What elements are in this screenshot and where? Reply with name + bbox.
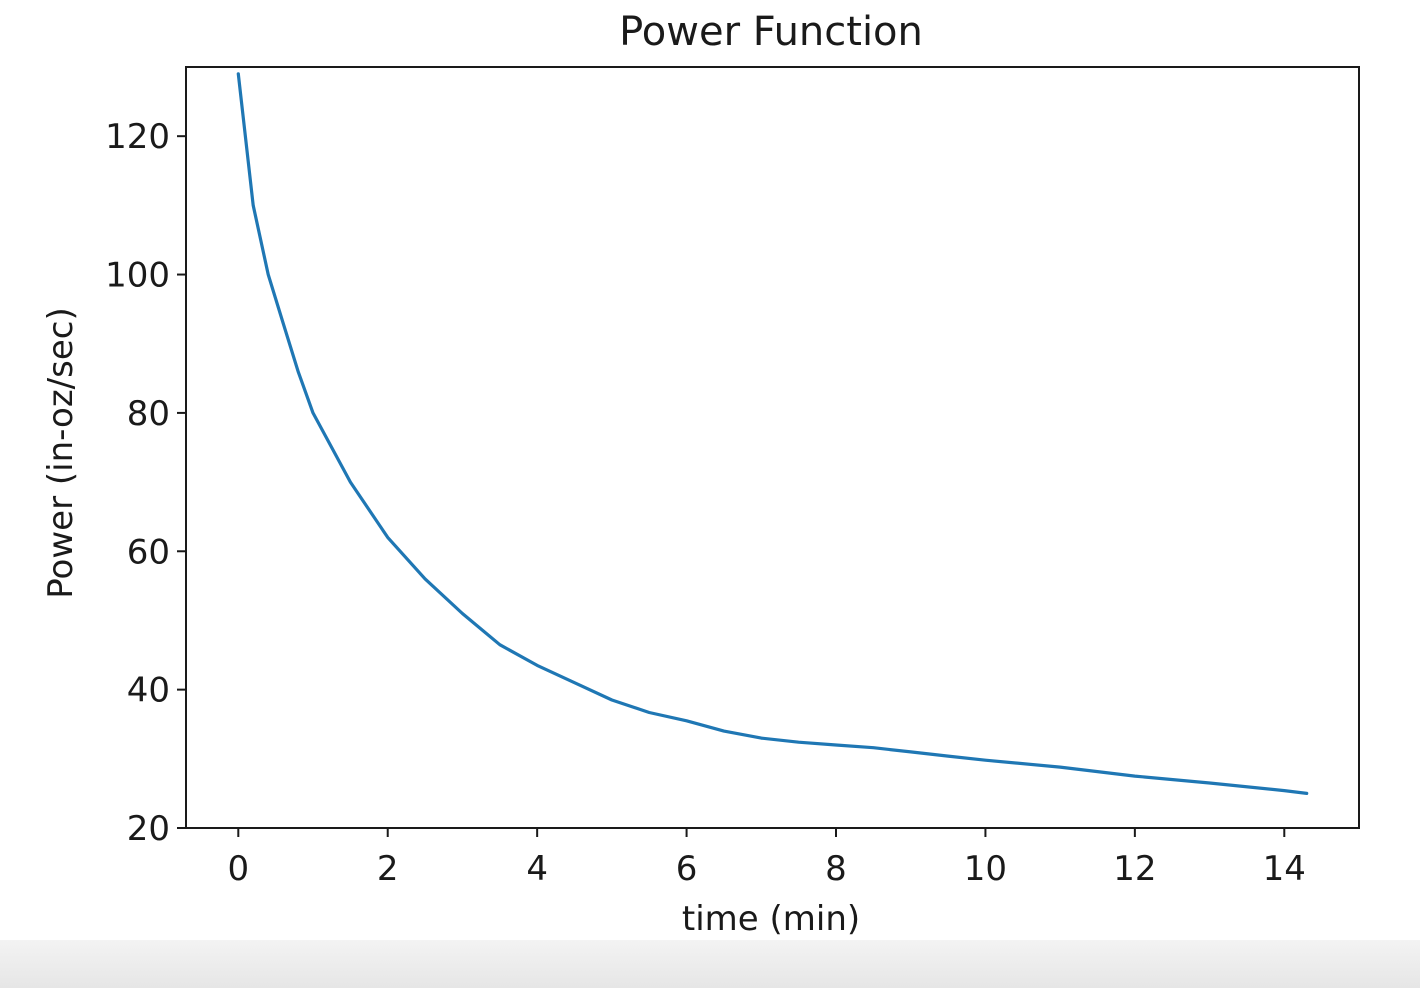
x-tick-label: 10 (964, 849, 1007, 889)
y-tick-label: 60 (127, 532, 170, 572)
x-tick-label: 12 (1113, 849, 1156, 889)
plot-area-frame (185, 66, 1360, 829)
y-tick-label: 120 (105, 117, 170, 157)
power-series-line (236, 72, 1309, 795)
window-bottom-edge (0, 940, 1420, 988)
y-tick-label: 100 (105, 256, 170, 296)
y-axis-label: Power (in-oz/sec) (41, 307, 81, 598)
chart-title: Power Function (619, 9, 923, 55)
x-tick-label: 4 (526, 849, 548, 889)
x-tick-label: 0 (227, 849, 249, 889)
y-tick-label: 20 (127, 809, 170, 849)
x-tick-label: 14 (1263, 849, 1306, 889)
y-tick-label: 40 (127, 671, 170, 711)
x-axis-ticks: 0 2 4 6 8 10 12 14 (227, 828, 1306, 889)
y-axis-ticks: 20 40 60 80 100 120 (105, 117, 186, 849)
y-tick-label: 80 (127, 394, 170, 434)
x-tick-label: 2 (377, 849, 399, 889)
x-axis-label: time (min) (682, 899, 860, 939)
x-tick-label: 8 (825, 849, 847, 889)
x-tick-label: 6 (676, 849, 698, 889)
